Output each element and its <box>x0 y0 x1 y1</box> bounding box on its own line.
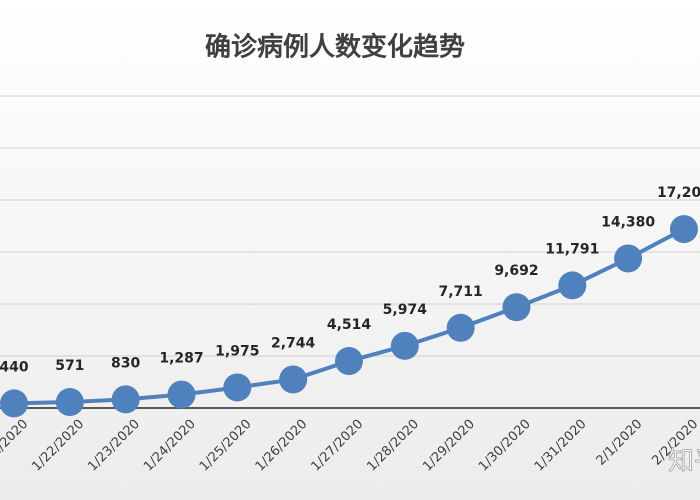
data-label: 5,974 <box>383 302 428 318</box>
data-label: 830 <box>111 355 140 371</box>
marker <box>334 347 363 376</box>
data-label: 1,975 <box>215 343 259 359</box>
marker <box>0 389 28 418</box>
data-label: 14,380 <box>601 214 655 230</box>
marker <box>279 365 308 394</box>
marker <box>167 380 196 409</box>
marker <box>446 313 475 342</box>
marker <box>502 293 531 322</box>
marker <box>111 385 140 414</box>
marker <box>669 215 698 244</box>
marker <box>390 331 419 360</box>
data-label: 2,744 <box>271 335 316 351</box>
marker <box>558 271 587 300</box>
chart-title: 确诊病例人数变化趋势 <box>205 32 465 63</box>
data-label: 9,692 <box>494 263 538 279</box>
data-label: 440 <box>0 359 29 375</box>
data-label: 11,791 <box>545 241 599 257</box>
marker <box>223 373 252 402</box>
data-label: 571 <box>55 358 84 374</box>
data-label: 4,514 <box>327 317 372 333</box>
marker <box>55 388 84 417</box>
watermark: 知乎 <box>668 447 700 477</box>
data-label: 7,711 <box>438 284 482 300</box>
data-label: 1,287 <box>159 351 203 367</box>
data-label: 17,205 <box>657 185 700 201</box>
marker <box>614 244 643 273</box>
